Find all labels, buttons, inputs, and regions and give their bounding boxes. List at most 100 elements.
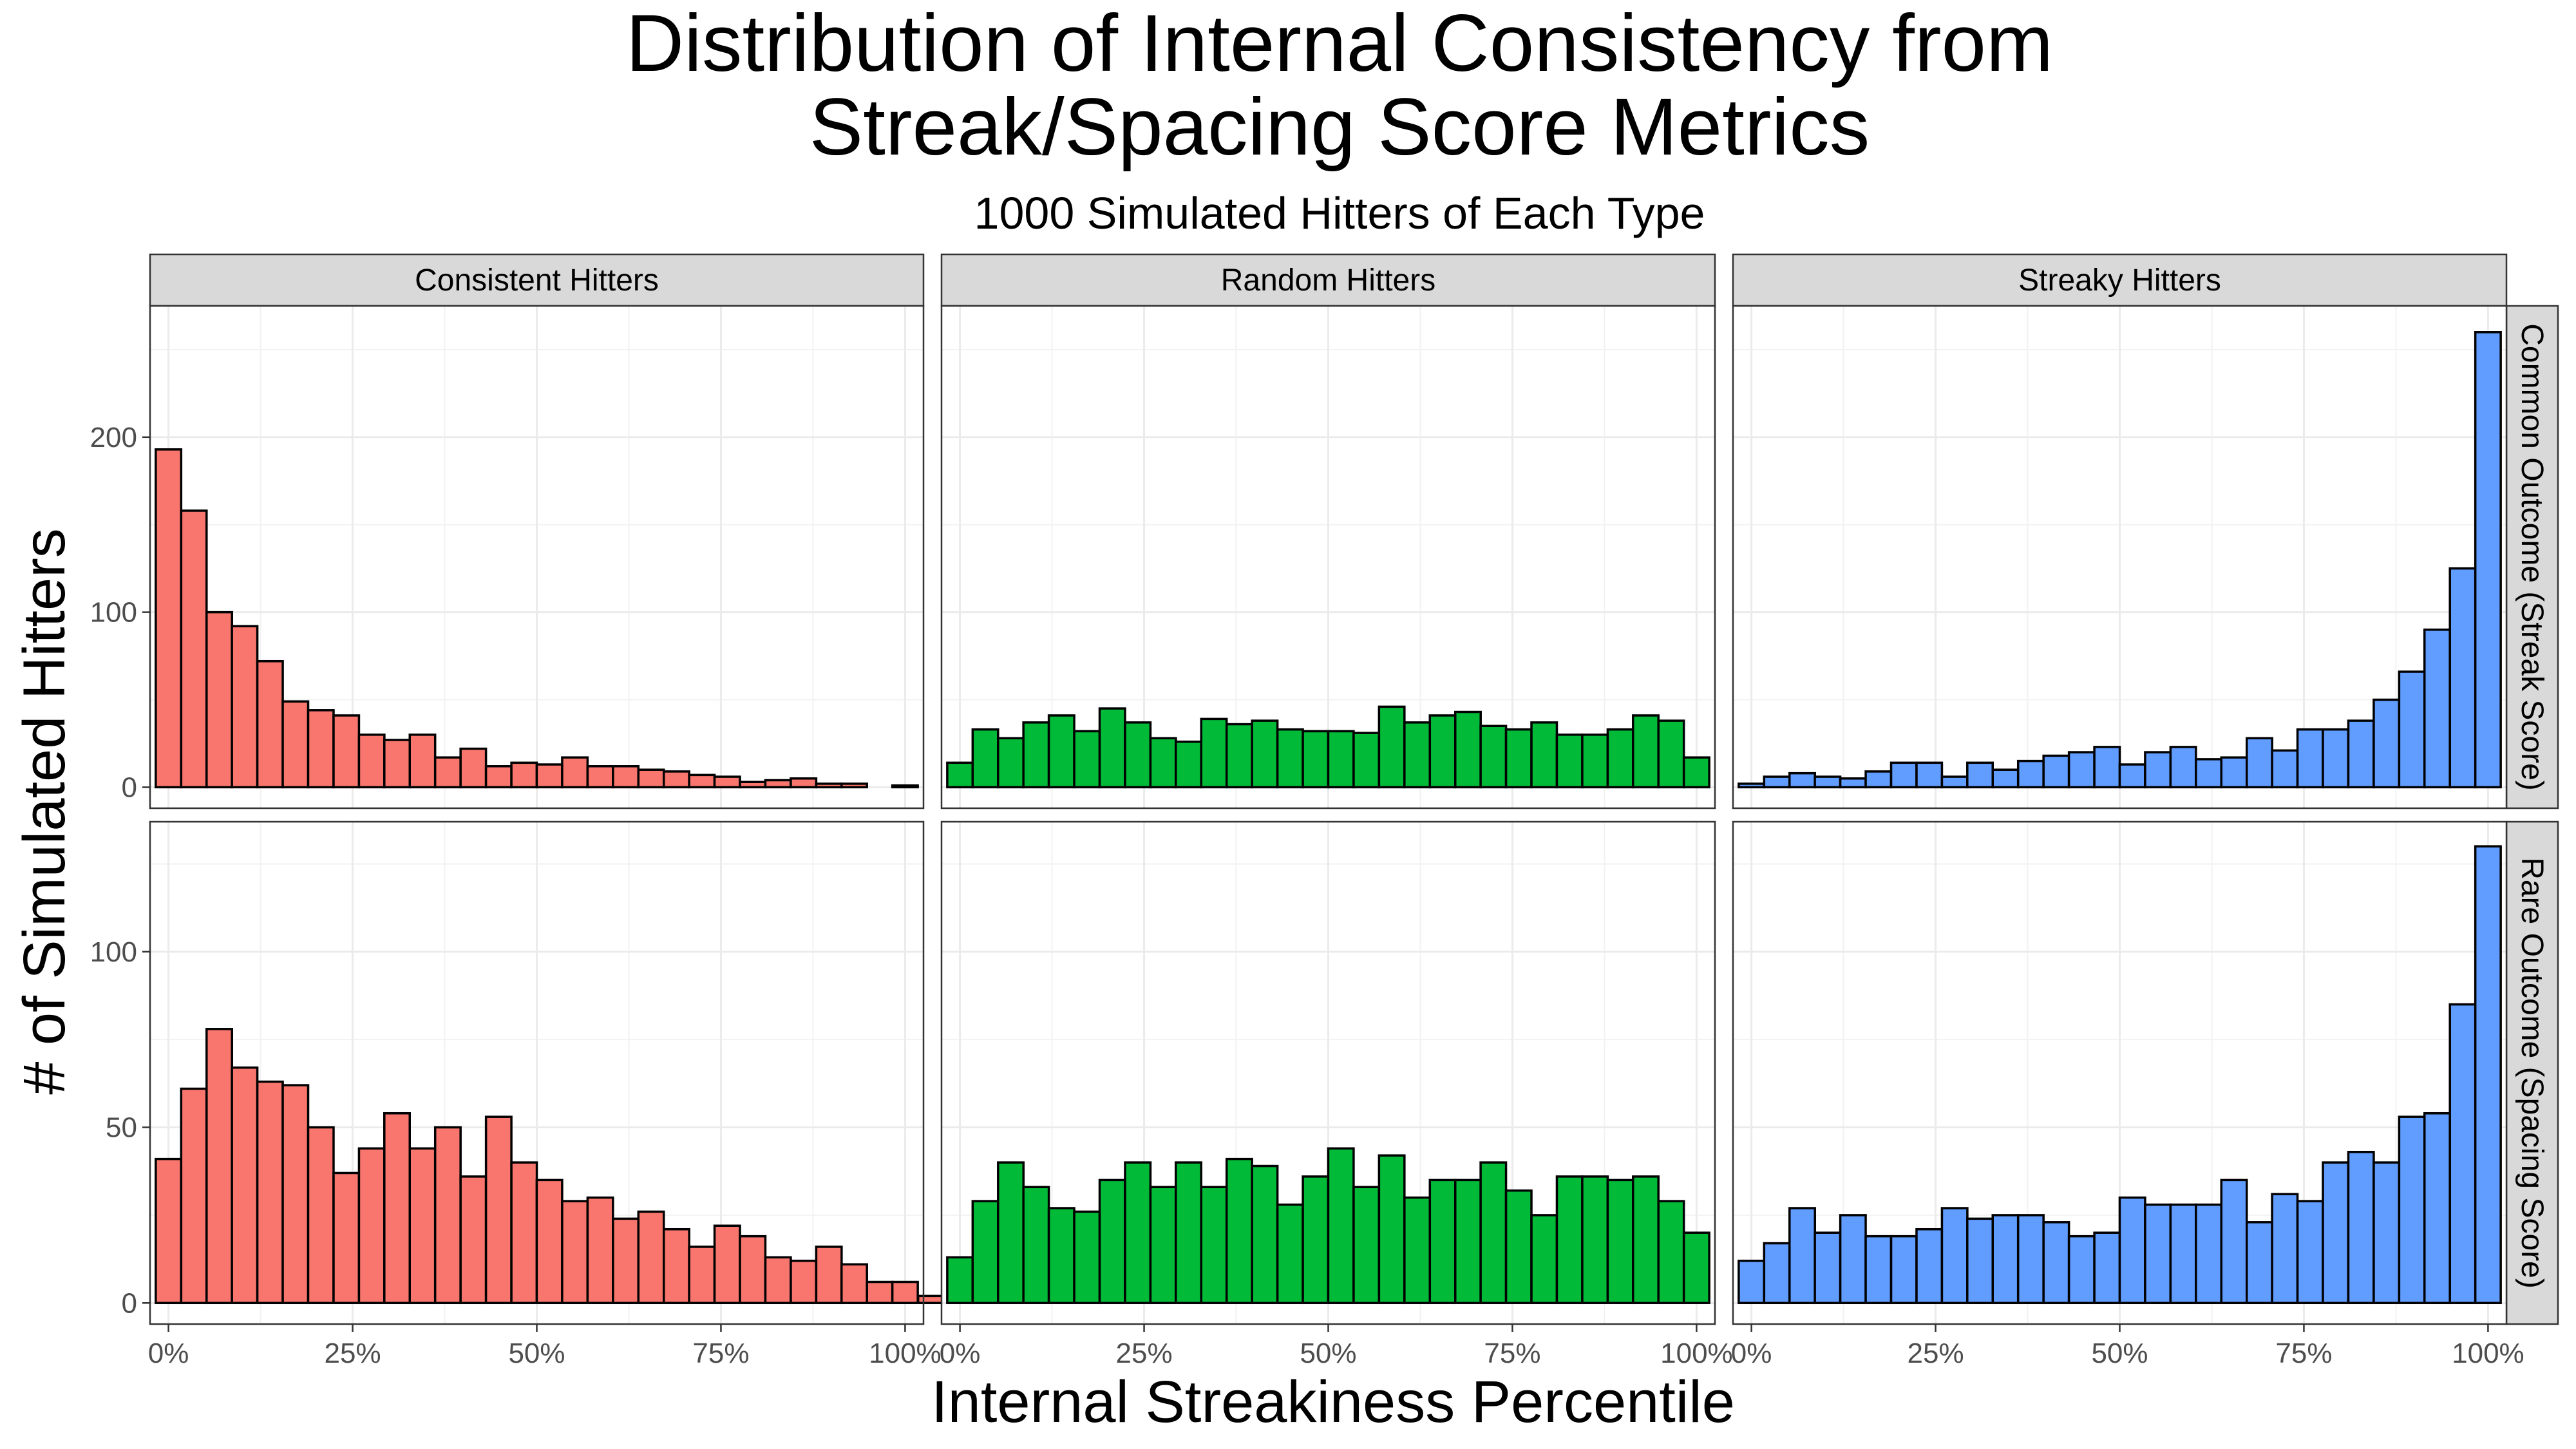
- panel-1-0: 0 50 100 0% 25% 50% 75% 100%: [90, 820, 945, 1369]
- histogram-bar: [2372, 1161, 2401, 1305]
- histogram-bar: [433, 756, 462, 789]
- histogram-bar: [1251, 1164, 1279, 1305]
- histogram-bar: [1530, 1214, 1558, 1305]
- histogram-bar: [688, 1245, 716, 1305]
- histogram-bar: [997, 737, 1025, 789]
- histogram-bar: [916, 1294, 945, 1305]
- x-tick-label: 0%: [148, 1338, 189, 1369]
- histogram-bar: [713, 775, 741, 789]
- y-tick-label: 0: [122, 772, 137, 803]
- histogram-bar: [2423, 1112, 2451, 1305]
- histogram-bar: [1555, 1175, 1584, 1305]
- histogram-bar: [2246, 737, 2273, 789]
- histogram-bar: [180, 509, 208, 789]
- histogram-bar: [1632, 714, 1660, 789]
- x-tick-label: 25%: [325, 1338, 381, 1369]
- histogram-bar: [1047, 1207, 1075, 1305]
- x-tick-label: 0%: [940, 1338, 981, 1369]
- histogram-bar: [1175, 1161, 1203, 1305]
- histogram-bar: [231, 625, 259, 789]
- column-strip-label: Streaky Hitters: [2018, 263, 2221, 298]
- histogram-bar: [1124, 1161, 1152, 1305]
- histogram-bar: [256, 1080, 284, 1305]
- x-tick-label: 50%: [2091, 1338, 2148, 1369]
- histogram-bar: [1864, 1235, 1893, 1305]
- histogram-bar: [1225, 1157, 1253, 1305]
- histogram-bar: [1276, 1203, 1304, 1305]
- panel-border: [940, 305, 1716, 810]
- histogram-bar: [1788, 1207, 1816, 1305]
- x-tick-label: 25%: [1908, 1338, 1964, 1369]
- histogram-bar: [815, 782, 843, 789]
- histogram-bar: [612, 765, 640, 789]
- histogram-bar: [1378, 1154, 1406, 1305]
- histogram-bar: [663, 1227, 690, 1305]
- histogram-bar: [1657, 719, 1685, 789]
- histogram-bar: [180, 1087, 208, 1305]
- histogram-bar: [1738, 782, 1766, 789]
- histogram-bar: [1403, 1196, 1432, 1305]
- histogram-bar: [2474, 845, 2502, 1305]
- histogram-bar: [2067, 751, 2096, 789]
- histogram-bar: [256, 659, 284, 789]
- histogram-bar: [1302, 1175, 1330, 1305]
- histogram-bar: [2195, 758, 2223, 789]
- y-tick-label: 50: [106, 1112, 137, 1144]
- histogram-bar: [1479, 1161, 1508, 1305]
- histogram-bar: [997, 1161, 1025, 1305]
- histogram-bar: [1073, 1210, 1101, 1305]
- histogram-bar: [891, 1280, 919, 1305]
- column-strip: [940, 253, 1716, 307]
- histogram-bar: [1327, 730, 1355, 789]
- histogram-bar: [459, 747, 488, 789]
- histogram-bar: [1682, 1231, 1710, 1305]
- histogram-bar: [2169, 746, 2197, 789]
- histogram-bar: [1302, 730, 1330, 789]
- histogram-bar: [281, 700, 310, 789]
- histogram-bar: [205, 611, 233, 789]
- histogram-bar: [2296, 728, 2324, 789]
- row-strip-label: Rare Outcome (Spacing Score): [2515, 857, 2549, 1289]
- histogram-bar: [2398, 1115, 2426, 1305]
- histogram-bar: [561, 1200, 589, 1305]
- histogram-bar: [1251, 719, 1279, 789]
- histogram-bar: [561, 756, 589, 789]
- histogram-bar: [1175, 740, 1203, 789]
- histogram-bar: [1479, 724, 1508, 789]
- histogram-bar: [866, 1280, 894, 1305]
- histogram-bar: [1788, 772, 1816, 789]
- histogram-bar: [2347, 1150, 2375, 1305]
- histogram-bar: [2016, 1214, 2045, 1305]
- histogram-bar: [2067, 1235, 2096, 1305]
- histogram-bar: [2474, 331, 2502, 789]
- histogram-bar: [1889, 1235, 1918, 1305]
- histogram-bar: [1738, 1260, 1766, 1305]
- histogram-bar: [383, 1112, 412, 1305]
- histogram-bar: [1606, 728, 1634, 789]
- histogram-bar: [1327, 1147, 1355, 1305]
- histogram-bar: [764, 1256, 792, 1305]
- x-tick-label: 50%: [508, 1338, 565, 1369]
- histogram-bar: [2347, 719, 2375, 789]
- row-strip: [2505, 305, 2559, 810]
- histogram-bar: [1889, 761, 1918, 789]
- histogram-bar: [1915, 1227, 1944, 1305]
- chart-subtitle: 1000 Simulated Hitters of Each Type: [974, 188, 1705, 238]
- histogram-bar: [739, 1235, 767, 1305]
- histogram-bar: [971, 1200, 999, 1305]
- histogram-bar: [2042, 1221, 2070, 1305]
- histogram-bar: [2271, 1193, 2299, 1305]
- histogram-bar: [1530, 721, 1558, 789]
- y-tick-label: 200: [90, 422, 137, 453]
- histogram-bar: [1504, 1189, 1533, 1305]
- histogram-bar: [484, 1115, 513, 1305]
- histogram-bar: [2118, 763, 2146, 789]
- histogram-bar: [2448, 1003, 2477, 1305]
- x-tick-label: 50%: [1300, 1338, 1356, 1369]
- column-strip: [1732, 253, 2508, 307]
- histogram-bar: [2220, 756, 2248, 789]
- histogram-bar: [2093, 1231, 2121, 1305]
- histogram-bar: [1200, 1186, 1228, 1305]
- histogram-bar: [459, 1175, 488, 1305]
- histogram-bar: [1403, 721, 1432, 789]
